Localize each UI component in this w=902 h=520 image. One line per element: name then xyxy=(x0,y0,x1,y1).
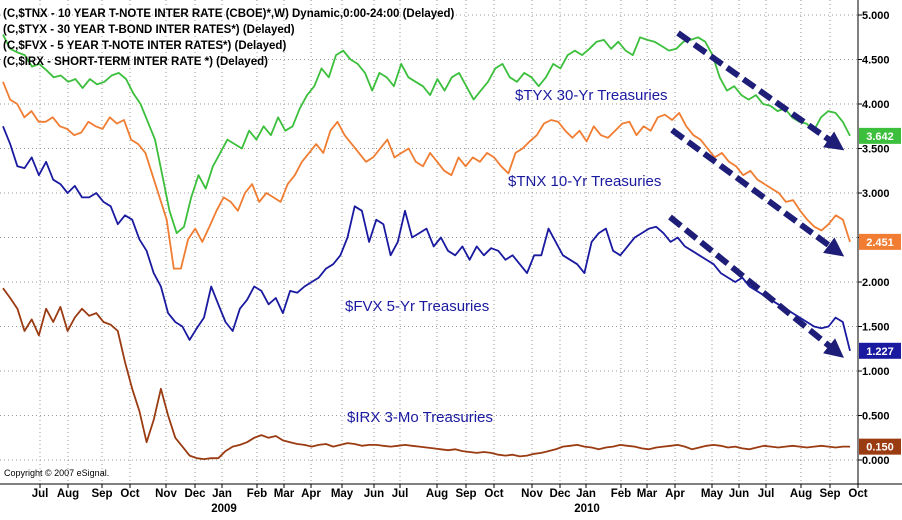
badge-label-irx: 0.150 xyxy=(866,442,894,454)
x-tick-label: Apr xyxy=(665,488,685,500)
x-tick-label: Mar xyxy=(274,488,295,500)
x-tick-label: Jun xyxy=(729,488,749,500)
annotation-irx: $IRX 3-Mo Treasuries xyxy=(347,409,493,426)
x-tick-label: Sep xyxy=(455,488,476,500)
series-line-irx xyxy=(2,287,850,461)
last-value-badges: 3.642 2.451 1.227 0.150 xyxy=(859,127,901,455)
y-tick-label: 2.000 xyxy=(862,277,890,289)
copyright: Copyright © 2007 eSignal. xyxy=(4,468,109,478)
y-tick-label: 3.500 xyxy=(862,144,890,156)
series-line-tnx xyxy=(2,81,851,270)
x-tick-label: Jul xyxy=(392,488,409,500)
x-tick-label: Oct xyxy=(484,488,503,500)
x-tick-label: Jun xyxy=(364,488,384,500)
x-tick-label: Aug xyxy=(57,488,79,500)
y-tick-label: 4.500 xyxy=(862,55,890,67)
badge-tyx xyxy=(859,127,901,144)
series-line-tyx xyxy=(2,34,851,235)
x-tick-label: Aug xyxy=(426,488,448,500)
annotation-tnx: $TNX 10-Yr Treasuries xyxy=(508,173,661,190)
x-tick-label: May xyxy=(701,488,724,500)
y-tick-label: 1.000 xyxy=(862,366,890,378)
trend-arrow-3 xyxy=(668,214,844,358)
badge-label-tyx: 3.642 xyxy=(866,131,894,143)
x-tick-label: Nov xyxy=(521,488,543,500)
x-tick-label: Dec xyxy=(184,488,206,500)
x-tick-label: Apr xyxy=(301,488,321,500)
series-group xyxy=(2,34,851,461)
trend-arrow-1 xyxy=(676,30,845,151)
y-tick-label: 3.000 xyxy=(862,188,890,200)
x-tick-label: Dec xyxy=(549,488,571,500)
x-tick-label: May xyxy=(331,488,354,500)
x-tick-label: Jan xyxy=(212,488,232,500)
badge-label-tnx: 2.451 xyxy=(866,237,894,249)
header-line-tyx: (C,$TYX - 30 YEAR T-BOND INTER RATES*) (… xyxy=(3,24,295,36)
year-label: 2010 xyxy=(574,503,600,515)
x-tick-label: Mar xyxy=(637,488,658,500)
y-tick-label: 0.500 xyxy=(862,411,890,423)
x-tick-label: Oct xyxy=(120,488,139,500)
annotation-fvx: $FVX 5-Yr Treasuries xyxy=(345,298,489,315)
x-tick-label: Nov xyxy=(155,488,177,500)
y-tick-label: 5.000 xyxy=(862,10,890,22)
x-tick-label: Jul xyxy=(758,488,775,500)
x-tick-label: Feb xyxy=(247,488,267,500)
x-tick-label: Aug xyxy=(790,488,812,500)
series-line-fvx xyxy=(2,125,851,352)
header-line-fvx: (C,$FVX - 5 YEAR T-NOTE INTER RATES*) (D… xyxy=(3,40,286,52)
annotation-tyx: $TYX 30-Yr Treasuries xyxy=(515,87,668,104)
x-tick-label: Feb xyxy=(611,488,631,500)
x-tick-label: Oct xyxy=(848,488,867,500)
header-line-irx: (C,$IRX - SHORT-TERM INTER RATE *) (Dela… xyxy=(3,56,268,68)
y-tick-label: 4.000 xyxy=(862,99,890,111)
badge-irx xyxy=(859,438,901,455)
y-tick-label: 1.500 xyxy=(862,322,890,334)
badge-label-fvx: 1.227 xyxy=(866,346,894,358)
trend-arrows xyxy=(668,30,845,358)
x-tick-label: Jan xyxy=(576,488,596,500)
x-tick-label: Sep xyxy=(91,488,112,500)
x-tick-label: Sep xyxy=(819,488,840,500)
year-label: 2009 xyxy=(211,503,237,515)
trend-arrow-2 xyxy=(670,127,845,257)
x-tick-label: Jul xyxy=(32,488,49,500)
header-line-tnx: (C,$TNX - 10 YEAR T-NOTE INTER RATE (CBO… xyxy=(3,8,455,20)
badge-tnx xyxy=(859,233,901,250)
badge-fvx xyxy=(859,342,901,359)
x-axis-ticks: Jul Aug Sep Oct Nov Dec Jan Feb Mar Apr May Jun Jul A… xyxy=(32,484,868,515)
y-tick-label: 0.000 xyxy=(862,455,890,467)
